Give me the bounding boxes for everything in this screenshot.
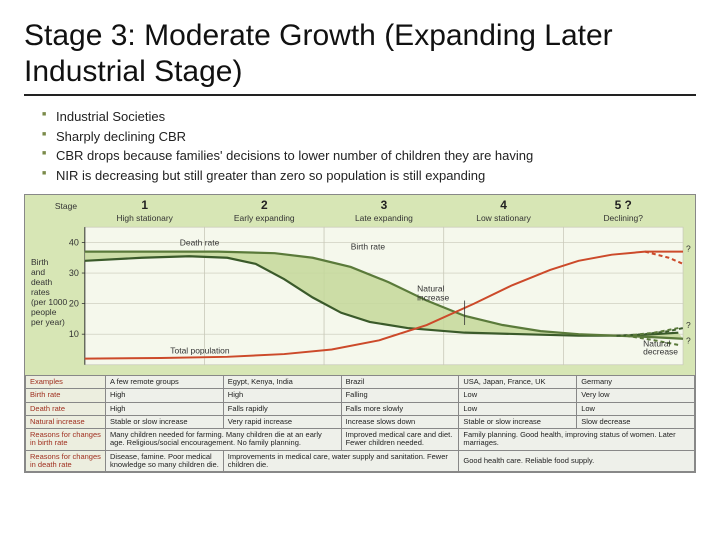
table-cell: Many children needed for farming. Many c… bbox=[106, 429, 342, 451]
svg-text:2: 2 bbox=[261, 198, 268, 212]
table-row-header: Examples bbox=[26, 376, 106, 389]
bullet-item: Industrial Societies bbox=[42, 108, 696, 126]
svg-text:10: 10 bbox=[69, 329, 79, 339]
table-cell: High bbox=[223, 389, 341, 402]
svg-text:5 ?: 5 ? bbox=[615, 198, 632, 212]
svg-text:Declining?: Declining? bbox=[603, 213, 643, 223]
svg-text:40: 40 bbox=[69, 238, 79, 248]
table-cell: Very rapid increase bbox=[223, 415, 341, 428]
table-cell: Falls rapidly bbox=[223, 402, 341, 415]
chart-container: 10 20 30 40 Birthanddeathrates(per 1000peopl… bbox=[24, 194, 696, 473]
dtm-table: ExamplesA few remote groupsEgypt, Kenya,… bbox=[25, 375, 695, 472]
svg-text:Early expanding: Early expanding bbox=[234, 213, 295, 223]
table-cell: Very low bbox=[577, 389, 695, 402]
table-cell: Egypt, Kenya, India bbox=[223, 376, 341, 389]
svg-text:decrease: decrease bbox=[643, 347, 678, 357]
svg-text:per year): per year) bbox=[31, 317, 65, 327]
svg-text:30: 30 bbox=[69, 268, 79, 278]
svg-text:people: people bbox=[31, 307, 57, 317]
table-cell: Low bbox=[459, 402, 577, 415]
table-row-header: Natural increase bbox=[26, 415, 106, 428]
table-cell: Increase slows down bbox=[341, 415, 459, 428]
svg-text:High stationary: High stationary bbox=[116, 213, 173, 223]
table-cell: Family planning. Good health, improving … bbox=[459, 429, 695, 451]
table-cell: Falling bbox=[341, 389, 459, 402]
table-cell: Low bbox=[459, 389, 577, 402]
table-cell: High bbox=[106, 389, 224, 402]
svg-text:Low stationary: Low stationary bbox=[476, 213, 531, 223]
svg-text:20: 20 bbox=[69, 299, 79, 309]
table-row-header: Reasons for changes in birth rate bbox=[26, 429, 106, 451]
svg-text:Birth rate: Birth rate bbox=[351, 242, 386, 252]
slide-title: Stage 3: Moderate Growth (Expanding Late… bbox=[24, 18, 696, 90]
table-cell: Stable or slow increase bbox=[106, 415, 224, 428]
bullet-list: Industrial Societies Sharply declining C… bbox=[24, 108, 696, 184]
svg-text:?: ? bbox=[686, 336, 691, 346]
table-cell: Germany bbox=[577, 376, 695, 389]
svg-text:4: 4 bbox=[500, 198, 507, 212]
svg-text:Late expanding: Late expanding bbox=[355, 213, 413, 223]
chart-svg: 10 20 30 40 Birthanddeathrates(per 1000peopl… bbox=[25, 195, 695, 375]
table-cell: Brazil bbox=[341, 376, 459, 389]
title-container: Stage 3: Moderate Growth (Expanding Late… bbox=[24, 18, 696, 96]
bullet-item: CBR drops because families' decisions to… bbox=[42, 147, 696, 165]
table-cell: Low bbox=[577, 402, 695, 415]
table-cell: Good health care. Reliable food supply. bbox=[459, 450, 695, 472]
svg-text:Total population: Total population bbox=[170, 346, 230, 356]
table-cell: Improved medical care and diet. Fewer ch… bbox=[341, 429, 459, 451]
svg-text:and: and bbox=[31, 267, 45, 277]
svg-text:(per 1000: (per 1000 bbox=[31, 297, 68, 307]
dtm-chart: 10 20 30 40 Birthanddeathrates(per 1000peopl… bbox=[24, 194, 696, 473]
svg-text:Stage: Stage bbox=[55, 201, 77, 211]
table-row-header: Death rate bbox=[26, 402, 106, 415]
table-cell: A few remote groups bbox=[106, 376, 224, 389]
table-cell: Disease, famine. Poor medical knowledge … bbox=[106, 450, 224, 472]
svg-text:3: 3 bbox=[381, 198, 388, 212]
table-cell: High bbox=[106, 402, 224, 415]
svg-text:increase: increase bbox=[417, 293, 449, 303]
bullet-item: NIR is decreasing but still greater than… bbox=[42, 167, 696, 185]
svg-text:death: death bbox=[31, 277, 52, 287]
table-cell: Slow decrease bbox=[577, 415, 695, 428]
table-cell: Improvements in medical care, water supp… bbox=[223, 450, 459, 472]
svg-text:Death rate: Death rate bbox=[180, 238, 220, 248]
svg-text:?: ? bbox=[686, 320, 691, 330]
table-row-header: Birth rate bbox=[26, 389, 106, 402]
table-cell: USA, Japan, France, UK bbox=[459, 376, 577, 389]
bullet-item: Sharply declining CBR bbox=[42, 128, 696, 146]
svg-text:1: 1 bbox=[141, 198, 148, 212]
svg-text:rates: rates bbox=[31, 287, 50, 297]
svg-text:?: ? bbox=[686, 244, 691, 254]
table-row-header: Reasons for changes in death rate bbox=[26, 450, 106, 472]
table-cell: Falls more slowly bbox=[341, 402, 459, 415]
table-cell: Stable or slow increase bbox=[459, 415, 577, 428]
svg-text:Birth: Birth bbox=[31, 257, 49, 267]
